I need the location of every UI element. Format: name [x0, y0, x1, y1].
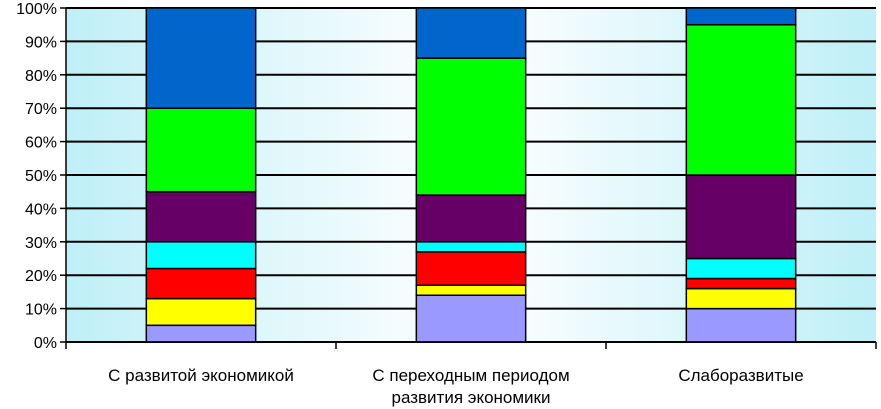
bar-segment — [145, 7, 257, 109]
bar-segment — [145, 267, 257, 300]
bar-segment — [145, 297, 257, 327]
bar-segment — [145, 190, 257, 243]
bar-segment — [145, 107, 257, 193]
category-label-line: С переходным периодом — [372, 366, 569, 385]
y-tick-labels: 0% 10% 20% 30% 40% 50% 60% 70% 80% 90% 100% — [16, 1, 57, 352]
category-label: С переходным периодом развития экономики — [372, 366, 569, 407]
bar-segment — [685, 287, 797, 310]
y-tick-label: 60% — [25, 135, 57, 152]
bar-segment — [145, 241, 257, 270]
category-label-line: С развитой экономикой — [108, 366, 294, 385]
bar-segment — [685, 174, 797, 260]
category-label: С развитой экономикой — [108, 366, 294, 385]
bar-segment — [415, 57, 527, 196]
y-tick-label: 80% — [25, 68, 57, 85]
category-labels: С развитой экономикой С переходным период… — [108, 366, 804, 407]
y-tick-label: 100% — [16, 1, 57, 18]
y-tick-label: 30% — [25, 235, 57, 252]
y-tick-label: 90% — [25, 34, 57, 51]
category-label-line: развития экономики — [392, 388, 551, 407]
bar-segment — [415, 284, 527, 296]
bar-segment — [685, 307, 797, 343]
y-tick-label: 70% — [25, 101, 57, 118]
y-tick-label: 10% — [25, 302, 57, 319]
bar-segment — [415, 241, 527, 253]
y-tick-label: 40% — [25, 201, 57, 218]
bars — [145, 7, 797, 343]
bar-segment — [415, 7, 527, 59]
bar-segment — [685, 277, 797, 290]
bar-segment — [415, 294, 527, 343]
y-tick-label: 20% — [25, 268, 57, 285]
bar-segment — [415, 194, 527, 243]
bar-segment — [145, 324, 257, 343]
bar-segment — [415, 251, 527, 286]
category-label-line: Слаборазвитые — [678, 366, 803, 385]
category-label: Слаборазвитые — [678, 366, 803, 385]
y-tick-label: 50% — [25, 168, 57, 185]
bar-segment — [685, 7, 797, 26]
bar-segment — [685, 23, 797, 176]
axes — [60, 7, 877, 349]
y-tick-label: 0% — [34, 335, 57, 352]
bar-segment — [685, 257, 797, 280]
